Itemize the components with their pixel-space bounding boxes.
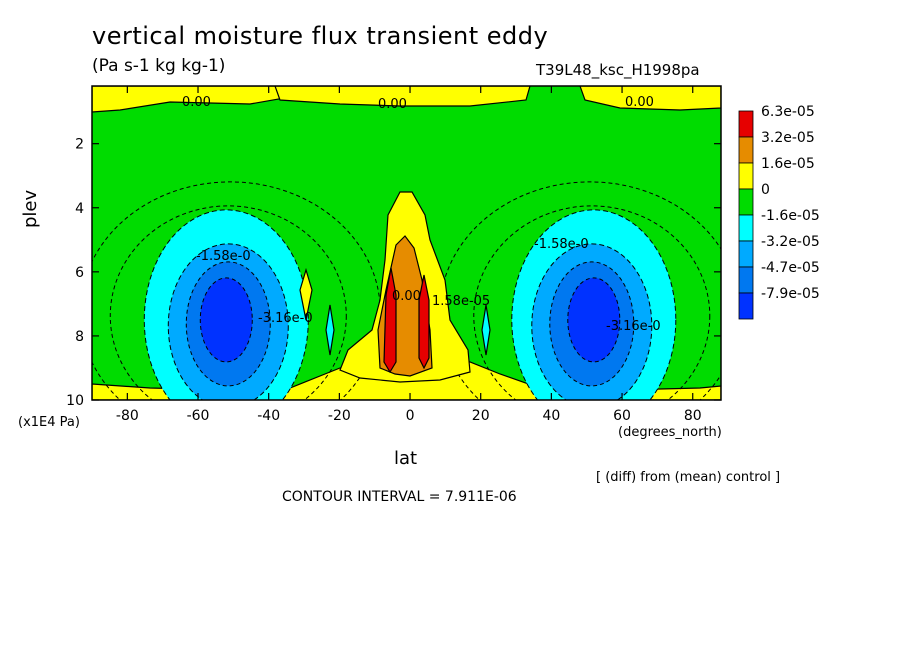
run-id: T39L48_ksc_H1998pa [536, 61, 700, 79]
legend-label: -7.9e-05 [761, 286, 820, 302]
legend-swatch [738, 240, 754, 268]
x-tick-label: 20 [472, 408, 490, 424]
top-band-center [274, 86, 531, 107]
x-tick-label: -40 [257, 408, 280, 424]
contour-label: 0.00 [392, 289, 421, 304]
x-tick-label: -20 [328, 408, 351, 424]
x-tick-label: -60 [187, 408, 210, 424]
legend-label: -4.7e-05 [761, 260, 820, 276]
x-tick-label: 60 [613, 408, 631, 424]
legend-label: 3.2e-05 [761, 130, 815, 146]
y-tick-label: 10 [66, 393, 84, 409]
legend-label: -1.6e-05 [761, 208, 820, 224]
legend-swatch [738, 162, 754, 190]
x-tick-label: 80 [684, 408, 702, 424]
legend-swatch [738, 292, 754, 320]
y-tick-label: 8 [75, 329, 84, 345]
x-tick-label: -80 [116, 408, 139, 424]
contour-label: -3.16e-0 [606, 319, 661, 334]
diff-note: [ (diff) from (mean) control ] [596, 470, 781, 485]
cyan-blob-left [325, 304, 335, 356]
y-axis-units: (x1E4 Pa) [18, 415, 80, 430]
y-tick-label: 2 [75, 137, 84, 153]
y-tick-label: 6 [75, 265, 84, 281]
top-band-right [579, 86, 721, 111]
contour-interval: CONTOUR INTERVAL = 7.911E-06 [282, 489, 517, 505]
contour-label: -1.58e-0 [196, 249, 251, 264]
legend-swatch [738, 110, 754, 138]
legend-swatch [738, 214, 754, 242]
y-tick-label: 4 [75, 201, 84, 217]
north-outer-contour [439, 181, 721, 400]
south-contour-2 [109, 205, 347, 400]
contour-label: -3.16e-0 [258, 311, 313, 326]
plot-frame [91, 85, 722, 401]
equator-max-north [418, 274, 430, 370]
contour-label: 0.00 [378, 97, 407, 112]
field-group: 0.00 0.00 0.00 -1.58e-0 -1.58e-0 -3.16e-0 -3.1… [92, 86, 721, 400]
contour-label: 1.58e-05 [432, 294, 490, 309]
legend-swatch [738, 136, 754, 164]
x-axis-label: lat [394, 448, 418, 469]
chart-title: vertical moisture flux transient eddy [92, 22, 549, 50]
legend-label: 6.3e-05 [761, 104, 815, 120]
legend-swatch [738, 266, 754, 294]
chart-units: (Pa s-1 kg kg-1) [92, 56, 226, 76]
yellow-blob-left [299, 267, 313, 321]
legend-label: 0 [761, 182, 770, 198]
cyan-blob-right [481, 304, 491, 356]
x-tick-label: 0 [406, 408, 415, 424]
equator-max-south [383, 267, 397, 374]
contour-label: 0.00 [625, 95, 654, 110]
contour-label: 0.00 [182, 95, 211, 110]
contour-label: -1.58e-0 [534, 237, 589, 252]
legend-label: -3.2e-05 [761, 234, 820, 250]
north-contour-2 [473, 205, 711, 400]
legend-label: 1.6e-05 [761, 156, 815, 172]
legend-swatch [738, 188, 754, 216]
x-tick-label: 40 [542, 408, 560, 424]
south-min-core [199, 277, 253, 363]
x-axis-units: (degrees_north) [618, 425, 722, 440]
north-min-core [567, 277, 621, 363]
